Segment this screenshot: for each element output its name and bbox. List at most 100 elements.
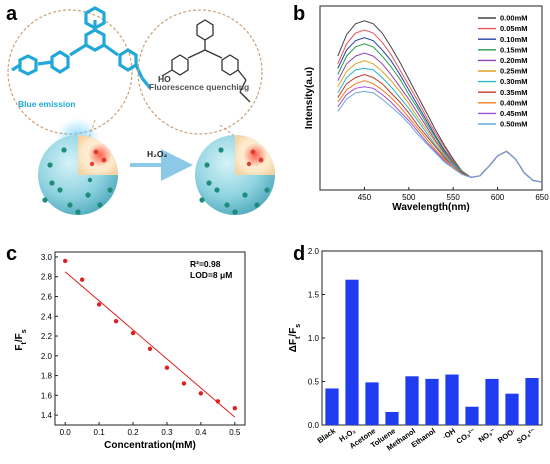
bar: [505, 393, 519, 425]
y-tick-label-d: 2.0: [308, 247, 320, 256]
blue-molecule-icon: [11, 6, 152, 89]
bar: [465, 406, 479, 425]
bar: [405, 376, 419, 425]
x-tick-label-c: 0.0: [60, 428, 72, 437]
x-tick-label-c: 0.5: [229, 428, 241, 437]
spectra-lines: [337, 20, 543, 183]
scatter-point: [215, 399, 221, 404]
y-tick-label-c: 3.0: [41, 253, 53, 262]
lod-annotation: LOD=8 μM: [190, 270, 232, 280]
bar: [325, 388, 339, 425]
hydroxyl-label: HO: [158, 74, 171, 84]
y-tick-label-c: 1.4: [41, 411, 53, 420]
legend-entry-b: 0.00mM: [500, 14, 528, 23]
x-ticks-b: 450 500 550 600 650: [358, 187, 549, 202]
scatter-point: [164, 365, 170, 370]
legend-entry-b: 0.15mM: [500, 45, 528, 54]
y-axis-label-c: Ft/Fs: [14, 329, 28, 350]
nanoparticle-before: [38, 118, 118, 215]
legend-entry-b: 0.20mM: [500, 56, 528, 65]
y-tick-label-d: 1.5: [308, 291, 320, 300]
scatter-point: [232, 405, 238, 411]
bar: [525, 378, 539, 425]
blue-emission-label: Blue emission: [18, 99, 76, 109]
h2o2-label: H₂O₂: [147, 149, 168, 159]
fit-line: [64, 271, 236, 418]
y-tick-label-d: 0.5: [308, 378, 320, 387]
bars-d: [325, 279, 539, 425]
y-axis-label-b: Intensity(a.u): [304, 67, 315, 129]
panel-letter-d: d: [293, 243, 305, 265]
x-tick-label-c: 0.3: [161, 428, 173, 437]
panel-letter-c: c: [6, 243, 17, 265]
legend-entry-b: 0.10mM: [500, 35, 528, 44]
legend-entry-b: 0.25mM: [500, 67, 528, 76]
scatter-point: [79, 277, 85, 282]
scatter-point: [198, 391, 204, 396]
quench-molecule-bubble: HO Fluorescence quenching: [137, 9, 263, 135]
x-tick-label-b: 550: [447, 193, 461, 202]
bar: [345, 279, 359, 425]
y-ticks-c: 1.4 1.6 1.8 2.0 2.2 2.4 2.6 2.8 3.0: [41, 253, 58, 420]
y-ticks-d: 0.0 0.5 1.0 1.5 2.0: [308, 247, 325, 430]
category-label-d: CO₃²⁻: [455, 426, 478, 446]
legend-entry-b: 0.30mM: [500, 77, 528, 86]
category-label-d: NO₃⁻: [477, 426, 497, 444]
x-tick-label-b: 500: [402, 193, 416, 202]
panel-a: a Blue emission: [6, 3, 275, 215]
panel-letter-a: a: [6, 3, 18, 25]
surface-dots: [42, 147, 113, 215]
scatter-point: [62, 258, 68, 264]
y-axis-label-d: ΔFt/Fs: [288, 324, 302, 353]
y-tick-label-c: 2.8: [41, 273, 53, 282]
category-label-d: SO₄²⁻: [515, 426, 537, 445]
x-ticks-c: 0.0 0.1 0.2 0.3 0.4 0.5: [60, 422, 241, 437]
y-tick-label-c: 2.6: [41, 292, 53, 301]
spectrum-line-10: [337, 90, 543, 183]
bar: [385, 411, 399, 425]
legend-entry-b: 0.40mM: [500, 98, 528, 107]
panel-letter-b: b: [293, 3, 305, 25]
legend-entry-b: 0.50mM: [500, 120, 528, 129]
y-tick-label-c: 2.0: [41, 352, 53, 361]
panel-c: c 1.41.61.82.02.22.42.62.83.0 0.0 0.1 0.2 0…: [6, 243, 246, 451]
scatter-point: [130, 330, 136, 336]
y-tick-label-c: 2.2: [41, 332, 53, 341]
plot-frame-c: [54, 251, 246, 426]
legend-entry-b: 0.45mM: [500, 109, 528, 118]
bar: [445, 374, 459, 425]
scatter-point: [113, 319, 119, 324]
legend-entry-b: 0.05mM: [500, 24, 528, 33]
nanoparticle-after: [195, 135, 275, 215]
y-tick-label-c: 1.6: [41, 391, 53, 400]
x-tick-label-b: 600: [491, 193, 505, 202]
y-tick-label-d: 0.0: [308, 421, 320, 430]
bar: [485, 378, 499, 425]
fit-line-c: [64, 271, 236, 418]
quench-molecule-icon: [161, 19, 251, 103]
scatter-point: [96, 302, 102, 307]
x-tick-label-b: 450: [358, 193, 372, 202]
plot-frame-b: [319, 5, 543, 191]
r-squared-annotation: R²=0.98: [190, 259, 221, 269]
y-tick-label-c: 1.8: [41, 372, 53, 381]
legend-entry-b: 0.35mM: [500, 88, 528, 97]
y-tick-label-c: 2.4: [41, 312, 53, 321]
scatter-points-c: [62, 258, 238, 411]
reaction-arrow: H₂O₂: [130, 149, 193, 181]
scatter-point: [181, 381, 187, 386]
x-tick-label-b: 650: [535, 193, 549, 202]
x-axis-label-c: Concentration(mM): [104, 440, 196, 451]
x-axis-label-b: Wavelength(nm): [392, 202, 469, 213]
x-tick-label-c: 0.4: [195, 428, 207, 437]
fluorescence-quenching-label: Fluorescence quenching: [149, 82, 249, 92]
category-label-d: ROO·: [496, 426, 517, 445]
panel-d: d 0.0 0.5 1.0 1.5 2.0 Black H₂O₂AcetoneToluen…: [288, 243, 543, 453]
bar: [425, 378, 439, 425]
bar: [365, 382, 379, 425]
x-tick-label-c: 0.1: [94, 428, 106, 437]
